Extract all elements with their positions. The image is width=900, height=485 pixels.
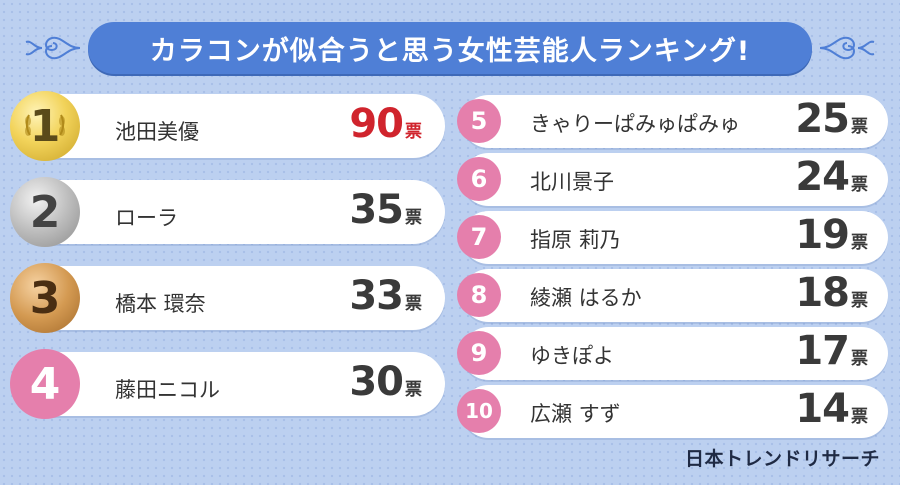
celebrity-name: 池田美優 (115, 120, 199, 144)
vote-value: 25 (795, 96, 850, 142)
ranking-row-1 (22, 94, 445, 158)
ranking-row-4 (22, 352, 445, 416)
vote-unit: 票 (851, 291, 868, 311)
celebrity-name: 橋本 環奈 (115, 292, 206, 316)
gold-medal-icon: 1 (10, 91, 80, 161)
ranking-row-6 (462, 153, 888, 206)
rank-badge: 6 (457, 157, 501, 201)
rank-number: 5 (470, 107, 488, 135)
rank-badge: 9 (457, 331, 501, 375)
vote-unit: 票 (851, 233, 868, 253)
vote-unit: 票 (405, 122, 422, 142)
vote-value: 19 (795, 212, 850, 258)
flourish-left-icon (25, 36, 81, 60)
ranking-row-2 (22, 180, 445, 244)
rank-number: 3 (29, 272, 61, 324)
rank-number: 9 (470, 339, 488, 367)
ranking-row-10 (462, 385, 888, 438)
vote-count: 18 票 (795, 270, 868, 316)
vote-value: 30 (349, 359, 404, 405)
celebrity-name: 指原 莉乃 (530, 228, 621, 252)
rank-number: 8 (470, 281, 488, 309)
laurel-icon (25, 114, 65, 136)
vote-value: 35 (349, 187, 404, 233)
bronze-medal-icon: 3 (10, 263, 80, 333)
vote-value: 90 (349, 101, 404, 147)
vote-count: 19 票 (795, 212, 868, 258)
rank-badge: 7 (457, 215, 501, 259)
celebrity-name: 綾瀬 はるか (530, 286, 642, 310)
vote-unit: 票 (405, 208, 422, 228)
vote-value: 18 (795, 270, 850, 316)
ranking-row-8 (462, 269, 888, 322)
vote-unit: 票 (851, 349, 868, 369)
celebrity-name: 藤田ニコル (115, 378, 220, 402)
chart-title: カラコンが似合うと思う女性芸能人ランキング! (88, 22, 812, 74)
vote-count: 24 票 (795, 154, 868, 200)
vote-unit: 票 (851, 117, 868, 137)
vote-unit: 票 (851, 175, 868, 195)
vote-count: 17 票 (795, 328, 868, 374)
vote-value: 17 (795, 328, 850, 374)
vote-count: 30 票 (349, 359, 422, 405)
brand-logo: 日本トレンドリサーチ (684, 448, 880, 470)
ranking-row-5 (462, 95, 888, 148)
vote-count: 25 票 (795, 96, 868, 142)
vote-count: 33 票 (349, 273, 422, 319)
vote-count: 90 票 (349, 101, 422, 147)
celebrity-name: 広瀬 すず (530, 402, 621, 426)
vote-count: 35 票 (349, 187, 422, 233)
vote-unit: 票 (405, 294, 422, 314)
silver-medal-icon: 2 (10, 177, 80, 247)
rank-number: 4 (29, 358, 61, 410)
ranking-row-7 (462, 211, 888, 264)
celebrity-name: きゃりーぱみゅぱみゅ (530, 112, 740, 136)
vote-unit: 票 (851, 407, 868, 427)
rank-number: 10 (465, 399, 493, 423)
celebrity-name: ローラ (115, 206, 178, 230)
ranking-row-9 (462, 327, 888, 380)
celebrity-name: ゆきぽよ (530, 344, 614, 368)
rank-badge: 8 (457, 273, 501, 317)
vote-value: 24 (795, 154, 850, 200)
flourish-right-icon (819, 36, 875, 60)
rank-number: 1 (29, 100, 61, 152)
vote-value: 14 (795, 386, 850, 432)
rank-badge: 4 (10, 349, 80, 419)
celebrity-name: 北川景子 (530, 170, 614, 194)
vote-unit: 票 (405, 380, 422, 400)
vote-value: 33 (349, 273, 404, 319)
ranking-row-3 (22, 266, 445, 330)
rank-badge: 5 (457, 99, 501, 143)
rank-number: 6 (470, 165, 488, 193)
rank-badge: 10 (457, 389, 501, 433)
vote-count: 14 票 (795, 386, 868, 432)
rank-number: 2 (29, 186, 61, 238)
rank-number: 7 (470, 223, 488, 251)
